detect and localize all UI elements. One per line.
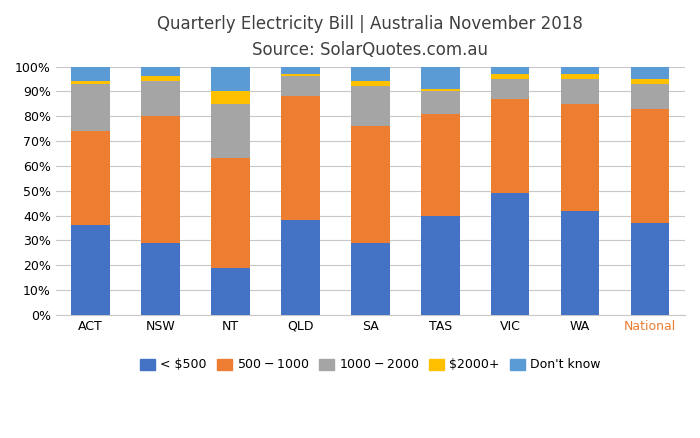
Bar: [141, 116, 180, 243]
Bar: [421, 92, 459, 114]
Bar: [141, 243, 180, 315]
Bar: [561, 211, 599, 315]
Title: Quarterly Electricity Bill | Australia November 2018
Source: SolarQuotes.com.au: Quarterly Electricity Bill | Australia N…: [158, 15, 583, 60]
Bar: [421, 215, 459, 315]
Bar: [141, 77, 180, 81]
Bar: [281, 74, 320, 77]
Bar: [631, 79, 669, 84]
Bar: [421, 114, 459, 215]
Bar: [71, 226, 110, 315]
Bar: [631, 84, 669, 109]
Bar: [491, 74, 529, 79]
Bar: [491, 193, 529, 315]
Bar: [561, 74, 599, 79]
Bar: [491, 99, 529, 193]
Bar: [211, 92, 250, 104]
Bar: [351, 81, 390, 86]
Bar: [351, 67, 390, 81]
Bar: [281, 67, 320, 74]
Bar: [491, 67, 529, 74]
Bar: [281, 220, 320, 315]
Bar: [631, 223, 669, 315]
Bar: [561, 104, 599, 211]
Bar: [351, 86, 390, 126]
Bar: [631, 109, 669, 223]
Bar: [631, 67, 669, 79]
Bar: [351, 243, 390, 315]
Bar: [421, 89, 459, 92]
Bar: [211, 104, 250, 159]
Bar: [71, 67, 110, 81]
Bar: [281, 77, 320, 96]
Bar: [211, 159, 250, 268]
Bar: [211, 67, 250, 92]
Bar: [71, 84, 110, 131]
Bar: [71, 81, 110, 84]
Bar: [561, 67, 599, 74]
Bar: [281, 96, 320, 220]
Bar: [141, 81, 180, 116]
Bar: [211, 268, 250, 315]
Bar: [71, 131, 110, 226]
Bar: [351, 126, 390, 243]
Bar: [421, 67, 459, 89]
Bar: [491, 79, 529, 99]
Bar: [141, 67, 180, 77]
Legend: < $500, $500 - $1000, $1000- $2000, $2000+, Don't know: < $500, $500 - $1000, $1000- $2000, $200…: [136, 353, 606, 376]
Bar: [561, 79, 599, 104]
